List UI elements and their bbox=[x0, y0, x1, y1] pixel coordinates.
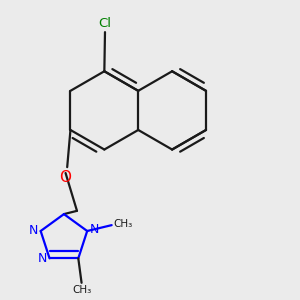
Text: CH₃: CH₃ bbox=[113, 219, 133, 229]
Text: N: N bbox=[29, 224, 38, 236]
Text: CH₃: CH₃ bbox=[72, 285, 91, 295]
Text: N: N bbox=[90, 223, 99, 236]
Text: N: N bbox=[38, 252, 47, 265]
Text: Cl: Cl bbox=[98, 17, 112, 31]
Text: O: O bbox=[60, 170, 72, 185]
